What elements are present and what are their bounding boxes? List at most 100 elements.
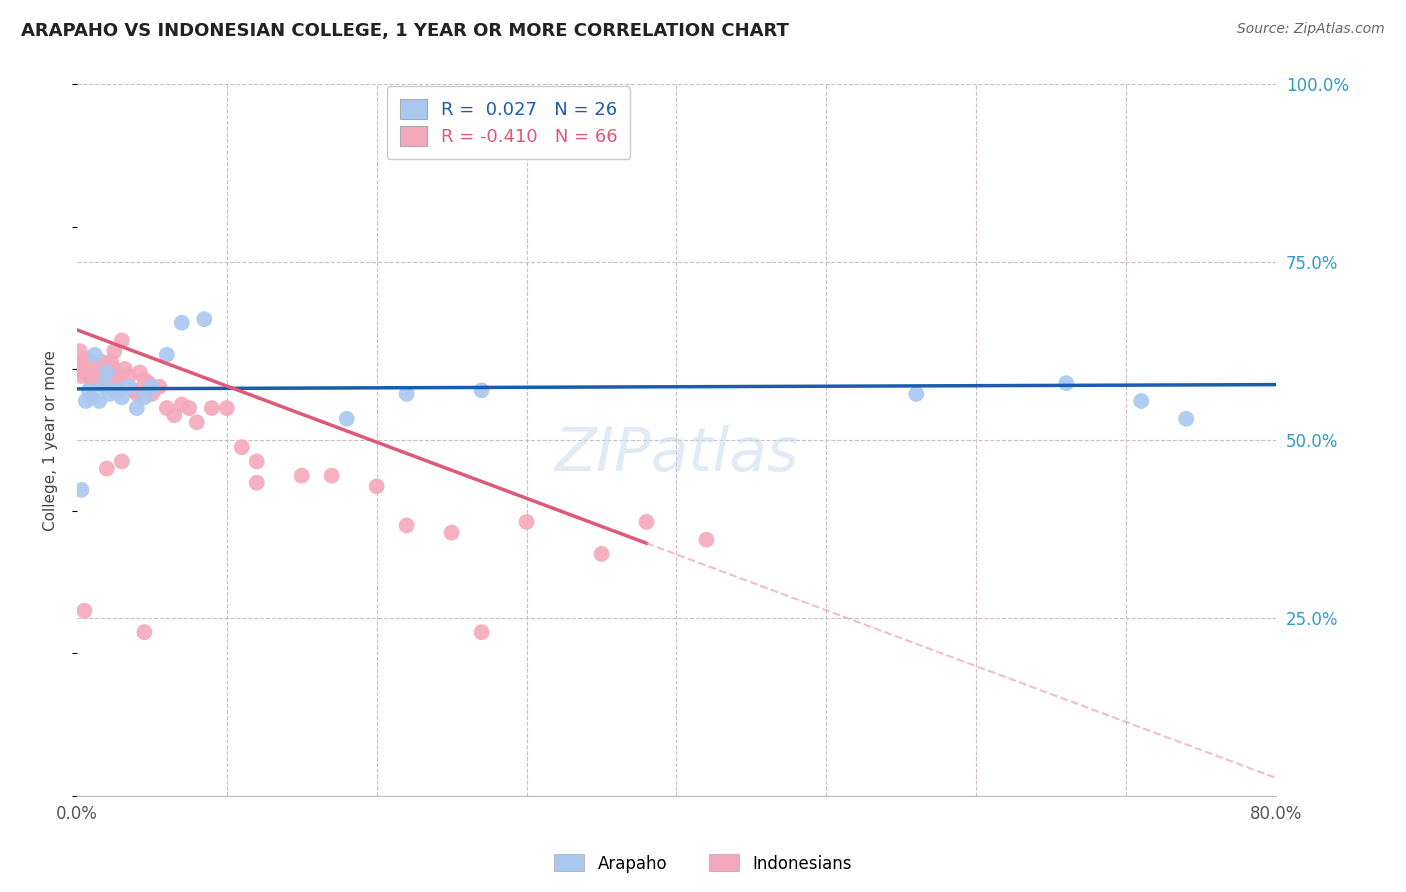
Text: Source: ZipAtlas.com: Source: ZipAtlas.com: [1237, 22, 1385, 37]
Point: [1054, 376, 1077, 391]
Point: [471, 625, 494, 640]
Point: [83, 348, 105, 362]
Point: [104, 366, 127, 380]
Point: [163, 408, 186, 422]
Point: [336, 411, 359, 425]
Point: [141, 380, 163, 394]
Point: [440, 525, 463, 540]
Point: [231, 440, 253, 454]
Point: [87, 366, 110, 380]
Point: [89, 394, 111, 409]
Point: [395, 387, 418, 401]
Point: [395, 518, 418, 533]
Point: [114, 362, 136, 376]
Point: [128, 366, 150, 380]
Point: [75, 394, 97, 409]
Point: [118, 380, 141, 394]
Point: [110, 369, 132, 384]
Point: [111, 391, 134, 405]
Point: [118, 369, 141, 384]
Point: [89, 369, 111, 384]
Text: ZIPatlas: ZIPatlas: [554, 425, 799, 483]
Point: [80, 391, 103, 405]
Legend: Arapaho, Indonesians: Arapaho, Indonesians: [547, 847, 859, 880]
Point: [148, 380, 170, 394]
Point: [91, 355, 114, 369]
Point: [94, 362, 117, 376]
Point: [695, 533, 717, 547]
Point: [73, 351, 96, 366]
Point: [193, 312, 215, 326]
Point: [156, 348, 179, 362]
Point: [75, 366, 97, 380]
Point: [111, 454, 134, 468]
Point: [179, 401, 201, 415]
Point: [111, 334, 134, 348]
Point: [134, 625, 156, 640]
Point: [69, 344, 91, 359]
Point: [76, 362, 98, 376]
Point: [93, 369, 115, 384]
Point: [97, 366, 120, 380]
Point: [636, 515, 658, 529]
Point: [93, 380, 115, 394]
Point: [516, 515, 538, 529]
Point: [591, 547, 613, 561]
Point: [125, 401, 148, 415]
Point: [89, 359, 111, 373]
Point: [108, 384, 131, 398]
Point: [80, 369, 103, 384]
Point: [471, 384, 494, 398]
Point: [96, 359, 118, 373]
Point: [170, 398, 193, 412]
Point: [134, 391, 156, 405]
Point: [246, 454, 269, 468]
Point: [101, 362, 124, 376]
Point: [186, 415, 208, 429]
Point: [1130, 394, 1153, 409]
Point: [70, 369, 93, 384]
Point: [72, 355, 94, 369]
Text: ARAPAHO VS INDONESIAN COLLEGE, 1 YEAR OR MORE CORRELATION CHART: ARAPAHO VS INDONESIAN COLLEGE, 1 YEAR OR…: [21, 22, 789, 40]
Point: [98, 369, 121, 384]
Point: [75, 362, 97, 376]
Point: [105, 369, 128, 384]
Point: [103, 384, 125, 398]
Point: [96, 369, 118, 384]
Point: [82, 362, 104, 376]
Point: [73, 604, 96, 618]
Point: [93, 366, 115, 380]
Point: [96, 461, 118, 475]
Point: [215, 401, 238, 415]
Point: [321, 468, 343, 483]
Point: [80, 376, 103, 391]
Point: [86, 369, 108, 384]
Point: [1175, 411, 1198, 425]
Y-axis label: College, 1 year or more: College, 1 year or more: [44, 350, 58, 531]
Point: [170, 316, 193, 330]
Point: [100, 355, 122, 369]
Point: [77, 366, 100, 380]
Point: [141, 387, 163, 401]
Point: [103, 344, 125, 359]
Point: [79, 355, 101, 369]
Point: [91, 366, 114, 380]
Point: [108, 376, 131, 391]
Point: [67, 362, 90, 376]
Point: [156, 401, 179, 415]
Point: [86, 376, 108, 391]
Point: [98, 387, 121, 401]
Point: [96, 366, 118, 380]
Point: [83, 362, 105, 376]
Point: [138, 376, 160, 391]
Point: [77, 384, 100, 398]
Point: [246, 475, 269, 490]
Legend: R =  0.027   N = 26, R = -0.410   N = 66: R = 0.027 N = 26, R = -0.410 N = 66: [387, 87, 630, 159]
Point: [90, 376, 112, 391]
Point: [94, 369, 117, 384]
Point: [70, 483, 93, 497]
Point: [134, 373, 156, 387]
Point: [122, 384, 145, 398]
Point: [291, 468, 314, 483]
Point: [125, 387, 148, 401]
